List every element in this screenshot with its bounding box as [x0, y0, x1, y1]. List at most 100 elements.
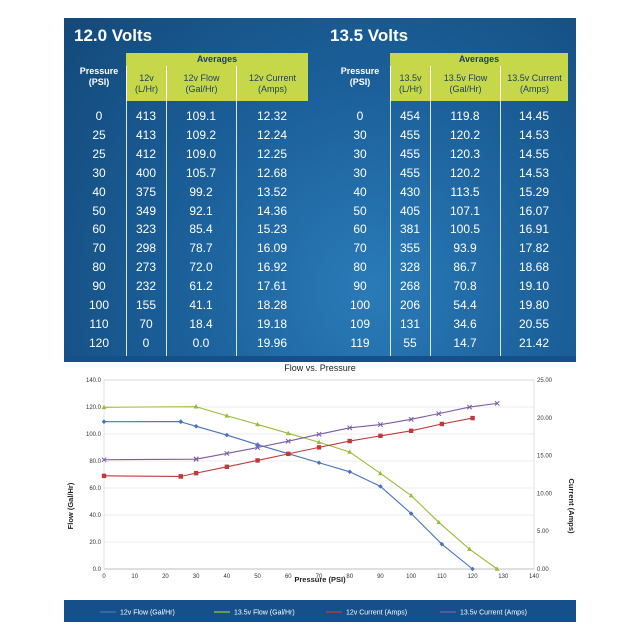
right-cell: 16.91 [518, 222, 550, 237]
data-point [494, 566, 500, 571]
left-cell: 40 [92, 184, 106, 199]
right-cell: 19.80 [518, 298, 550, 312]
right-cell: 206 [399, 298, 421, 312]
left-cell: 70 [92, 241, 106, 256]
right-cell: 21.42 [518, 335, 550, 350]
left-cell: 0 [142, 335, 150, 350]
data-point [467, 546, 472, 551]
left-cell: 99.2 [189, 184, 213, 199]
x-tick-label: 130 [498, 574, 509, 580]
left-header-lhr: 12v (L/Hr) [126, 66, 166, 101]
right-cell: 80 [353, 260, 367, 275]
data-point [436, 411, 442, 417]
right-cell: 454 [399, 109, 421, 123]
data-point [316, 439, 322, 445]
data-point [255, 421, 260, 427]
left-cell: 323 [135, 222, 157, 237]
left-cell: 413 [135, 109, 157, 123]
y-axis-label: Flow (Gal/Hr) [66, 482, 75, 529]
x-tick-label: 20 [162, 574, 169, 580]
left-table: Pressure (PSI) Averages 12v (L/Hr) 12v F… [72, 53, 308, 366]
right-table-row: 40 430 113.5 15.29 [330, 183, 568, 202]
right-cell: 14.45 [518, 109, 550, 123]
left-cell: 25 [92, 146, 106, 161]
left-cell: 109.0 [185, 146, 217, 161]
left-cell: 19.18 [256, 316, 288, 331]
right-table-row: 60 381 100.5 16.91 [330, 220, 568, 239]
data-point [316, 460, 322, 466]
left-cell: 70 [139, 316, 153, 331]
left-cell: 298 [135, 241, 157, 256]
left-table-row: 25 413 109.2 12.24 [72, 126, 308, 145]
right-cell: 55 [403, 335, 417, 350]
right-cell: 30 [353, 165, 367, 180]
y2-tick-label: 20.00 [537, 416, 553, 422]
data-point [224, 413, 230, 418]
data-point [378, 484, 383, 489]
right-header-lhr: 13.5v (L/Hr) [390, 66, 430, 101]
data-point [466, 404, 473, 410]
chart-title: Flow vs. Pressure [284, 363, 356, 373]
left-cell: 19.96 [256, 335, 288, 350]
x-tick-label: 80 [346, 574, 353, 580]
left-cell: 13.52 [256, 184, 288, 199]
y-tick-label: 80.0 [89, 459, 101, 465]
left-table-row: 70 298 78.7 16.09 [72, 239, 308, 258]
data-point [408, 511, 414, 516]
left-table-row: 25 412 109.0 12.25 [72, 145, 308, 164]
x-axis-label: Pressure (PSI) [294, 575, 346, 584]
left-cell: 273 [135, 260, 157, 275]
left-cell: 61.2 [189, 279, 213, 294]
left-cell: 120 [88, 335, 110, 350]
y2-tick-label: 25.00 [537, 378, 553, 384]
data-point [408, 492, 414, 498]
right-cell: 19.10 [518, 279, 550, 294]
right-cell: 268 [399, 279, 421, 294]
y2-tick-label: 5.00 [537, 529, 549, 535]
data-point [347, 438, 352, 444]
data-point [193, 456, 199, 462]
left-cell: 16.09 [256, 241, 288, 256]
right-cell: 15.29 [518, 184, 550, 199]
left-table-row: 0 413 109.1 12.32 [72, 107, 308, 126]
right-cell: 328 [399, 260, 421, 275]
right-cell: 54.4 [453, 298, 477, 312]
data-point [494, 400, 500, 406]
right-cell: 50 [353, 203, 367, 218]
left-cell: 375 [135, 184, 157, 199]
y-tick-label: 140.0 [86, 378, 102, 384]
right-cell: 20.55 [518, 316, 550, 331]
right-cell: 430 [399, 184, 421, 199]
data-point [193, 470, 199, 476]
right-header-averages: Averages [390, 53, 568, 66]
left-header-current: 12v Current (Amps) [236, 66, 308, 101]
legend-label: 13.5v Current (Amps) [460, 610, 527, 617]
right-cell: 14.55 [518, 146, 550, 161]
left-cell: 85.4 [189, 222, 213, 237]
right-table-row: 70 355 93.9 17.82 [330, 239, 568, 258]
data-point [378, 470, 383, 476]
left-header-averages: Averages [126, 53, 308, 66]
right-cell: 120.3 [449, 146, 481, 161]
data-point [408, 416, 414, 422]
data-point [439, 421, 445, 427]
left-table-row: 60 323 85.4 15.23 [72, 220, 308, 239]
left-cell: 12.68 [256, 165, 288, 180]
left-cell: 92.1 [189, 203, 213, 218]
right-cell: 14.53 [518, 127, 550, 142]
left-cell: 412 [135, 146, 157, 161]
left-cell: 109.2 [185, 127, 217, 142]
right-cell: 0 [356, 109, 364, 123]
left-cell: 17.61 [256, 279, 288, 294]
left-cell: 0 [95, 109, 103, 123]
left-cell: 400 [135, 165, 157, 180]
right-cell: 455 [399, 146, 421, 161]
chart-svg: Flow vs. Pressure 0.020.040.060.080.0100… [64, 356, 576, 622]
left-cell: 18.28 [256, 298, 288, 312]
x-tick-label: 50 [254, 574, 261, 580]
right-cell: 16.07 [518, 203, 550, 218]
left-cell: 232 [135, 279, 157, 294]
data-point [101, 473, 107, 479]
right-cell: 405 [399, 203, 421, 218]
data-point [255, 442, 260, 447]
